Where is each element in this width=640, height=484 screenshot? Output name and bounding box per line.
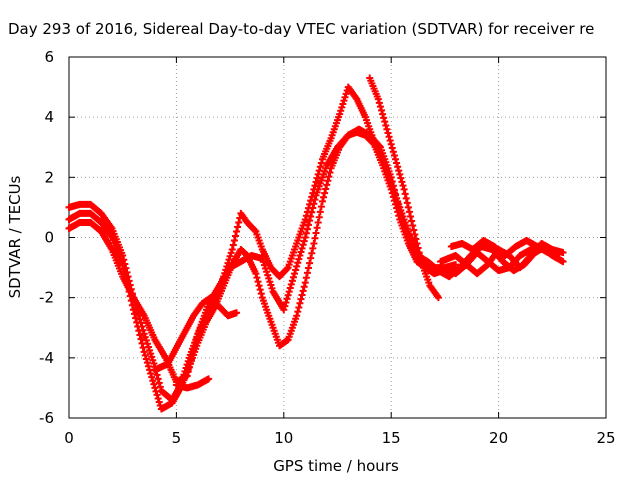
series-markers: [413, 243, 561, 281]
series-markers: [151, 294, 241, 374]
x-tick-label: 25: [596, 429, 615, 447]
data-series: [65, 74, 567, 413]
data-point-markers: [447, 237, 563, 263]
y-tick-label: 4: [44, 108, 54, 126]
data-point-markers: [172, 375, 213, 392]
series-markers: [366, 74, 442, 302]
y-tick-label: -6: [39, 409, 54, 427]
y-tick-label: 2: [44, 168, 54, 186]
y-tick-label: 6: [44, 48, 54, 66]
series-markers: [447, 237, 563, 263]
y-axis-label: SDTVAR / TECUs: [6, 175, 24, 298]
axis-ticks: 0 5 10 15 20 25 -6 -4 -2 0 2 4 6: [39, 48, 616, 447]
x-tick-label: 20: [489, 429, 508, 447]
y-tick-label: -2: [39, 289, 54, 307]
x-tick-label: 5: [172, 429, 182, 447]
x-tick-label: 0: [64, 429, 74, 447]
y-tick-label: -4: [39, 349, 54, 367]
x-tick-label: 15: [382, 429, 401, 447]
data-point-markers: [151, 294, 241, 374]
x-axis-label: GPS time / hours: [273, 457, 399, 475]
series-markers: [172, 375, 213, 392]
series-markers: [65, 125, 460, 386]
y-tick-label: 0: [44, 229, 54, 247]
data-point-markers: [413, 243, 561, 281]
data-point-markers: [366, 74, 442, 302]
series-markers: [65, 83, 447, 404]
data-point-markers: [65, 125, 460, 386]
x-tick-label: 10: [274, 429, 293, 447]
chart-title: Day 293 of 2016, Sidereal Day-to-day VTE…: [8, 20, 594, 38]
data-point-markers: [65, 83, 447, 404]
